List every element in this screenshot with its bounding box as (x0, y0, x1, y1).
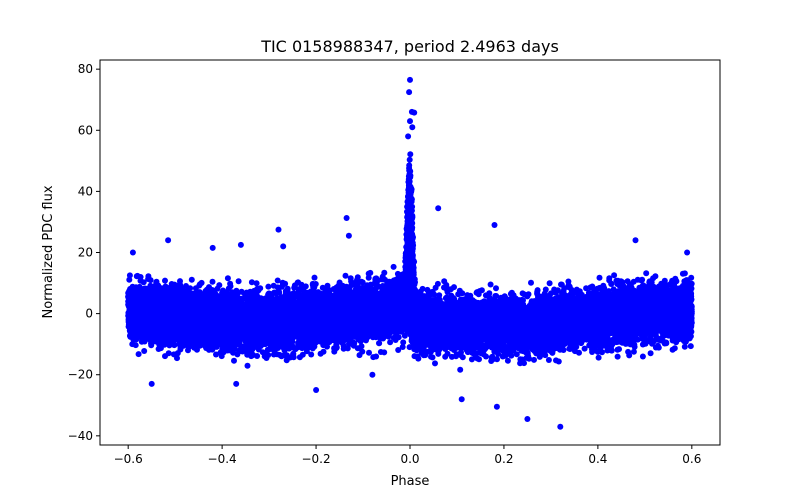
data-point (459, 354, 466, 361)
data-point (546, 280, 553, 287)
data-point (162, 277, 168, 284)
data-point (377, 349, 384, 355)
data-point (308, 351, 315, 358)
data-point (359, 348, 366, 355)
data-point (387, 339, 394, 346)
data-point (248, 279, 255, 286)
data-point (324, 282, 331, 289)
points-layer (125, 76, 695, 430)
data-point (370, 354, 377, 361)
data-point (504, 357, 511, 364)
data-point (141, 348, 148, 354)
chart-title: TIC 0158988347, period 2.4963 days (260, 37, 559, 56)
data-point (487, 281, 494, 288)
data-point (155, 346, 162, 352)
data-point (395, 347, 402, 353)
data-point (616, 346, 622, 353)
data-point (611, 272, 618, 279)
data-point (231, 357, 237, 364)
data-point (436, 292, 443, 299)
data-point (135, 351, 142, 358)
data-point (365, 274, 372, 281)
data-point (283, 357, 290, 364)
data-point (669, 346, 676, 353)
data-point (311, 274, 318, 281)
data-point (457, 366, 464, 373)
data-point (639, 353, 646, 360)
data-point (126, 276, 133, 283)
data-point (265, 283, 272, 290)
